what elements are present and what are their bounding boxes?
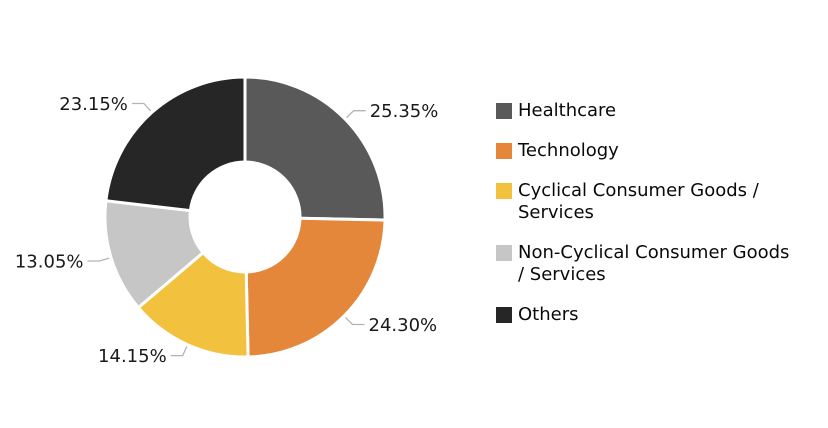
legend-swatch-icon (496, 143, 512, 159)
legend-label: Technology (518, 140, 619, 161)
legend-swatch-icon (496, 307, 512, 323)
leader-line-0 (346, 110, 366, 119)
legend-swatch-icon (496, 103, 512, 119)
donut-chart: 25.35% 24.30% 14.15% 13.05% 23.15% (15, 75, 439, 367)
donut-slice-2 (136, 251, 250, 359)
slice-label-3: 13.05% (15, 251, 84, 272)
leader-line-1 (344, 316, 365, 326)
donut-slice-0 (243, 75, 387, 222)
legend-label: Cyclical Consumer Goods / Services (518, 180, 759, 223)
legend-item-cyclical-consumer: Cyclical Consumer Goods / Services (496, 180, 800, 224)
slice-label-2: 14.15% (98, 346, 167, 367)
donut-slice-1 (244, 216, 387, 359)
legend-label: Healthcare (518, 100, 617, 121)
leader-line-4 (131, 102, 152, 112)
slice-label-4: 23.15% (59, 94, 128, 115)
legend-item-non-cyclical-consumer: Non-Cyclical Consumer Goods / Services (496, 242, 800, 286)
slice-label-1: 24.30% (369, 315, 438, 336)
legend-item-healthcare: Healthcare (496, 100, 800, 122)
legend: Healthcare Technology Cyclical Consumer … (496, 100, 800, 326)
legend-label: Others (518, 304, 579, 325)
legend-swatch-icon (496, 245, 512, 261)
donut-slice-4 (104, 75, 247, 213)
legend-label: Non-Cyclical Consumer Goods / Services (518, 242, 790, 285)
slice-label-0: 25.35% (370, 101, 439, 122)
leader-line-3 (87, 257, 110, 262)
legend-item-technology: Technology (496, 140, 800, 162)
legend-swatch-icon (496, 183, 512, 199)
leader-line-2 (170, 346, 188, 357)
legend-item-others: Others (496, 304, 800, 326)
